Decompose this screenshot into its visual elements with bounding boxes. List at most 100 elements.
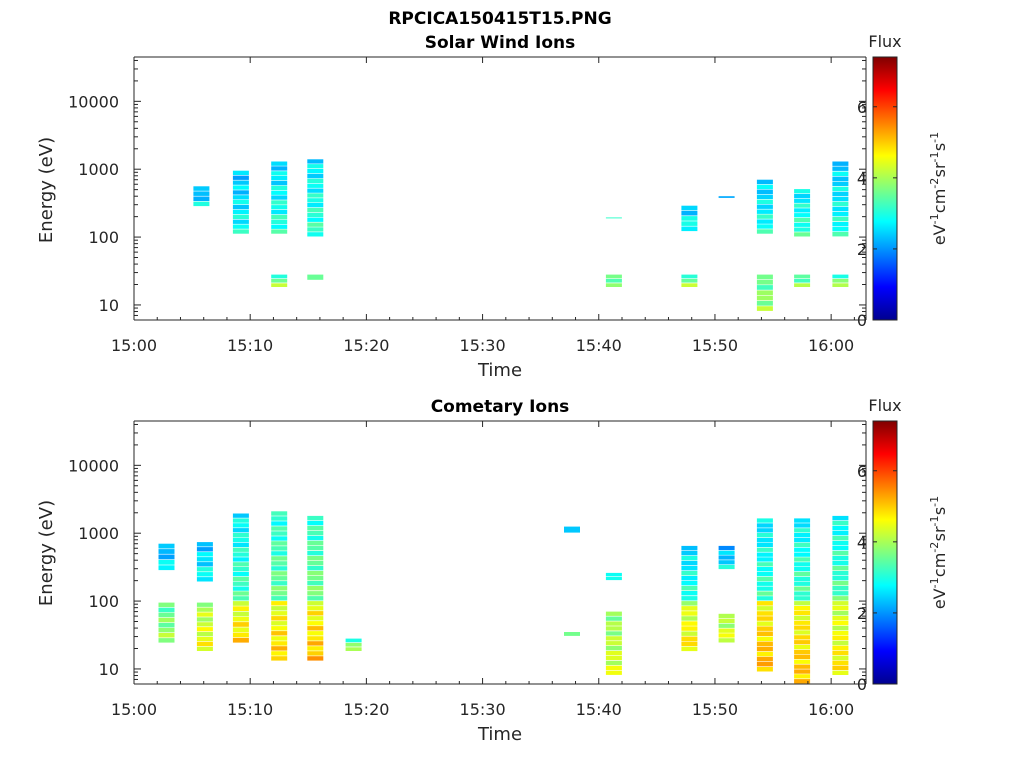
- data-cell-bin: [196, 646, 213, 651]
- x-tick-label: 15:10: [227, 700, 273, 719]
- data-cell-bin: [756, 528, 773, 533]
- colorbar-label: eV-1 cm-2 sr-1 s-1: [928, 496, 949, 609]
- data-cell-bin: [794, 533, 811, 538]
- data-cell-bin: [307, 631, 324, 636]
- data-cell-bin: [307, 222, 324, 227]
- data-cell-bin: [794, 274, 811, 279]
- data-cell-bin: [232, 523, 249, 528]
- data-cell-bin: [271, 651, 288, 656]
- data-cell-bin: [196, 567, 213, 572]
- data-cell-bin: [307, 641, 324, 646]
- data-cell-bin: [158, 602, 175, 608]
- data-cell-bin: [756, 306, 773, 311]
- data-cell: [271, 511, 288, 601]
- data-cell-bin: [271, 180, 288, 186]
- data-cell-bin: [681, 274, 698, 279]
- data-cell-bin: [196, 627, 213, 632]
- data-cell: [271, 161, 288, 234]
- data-cell-bin: [307, 169, 324, 174]
- data-cell-bin: [756, 285, 773, 290]
- data-cell-bin: [271, 581, 288, 586]
- data-cell-bin: [794, 222, 811, 227]
- data-cell-bin: [271, 596, 288, 601]
- data-cell-bin: [232, 219, 249, 224]
- data-cell-bin: [271, 656, 288, 661]
- y-tick-label: 10: [99, 296, 119, 315]
- data-cell-bin: [158, 554, 175, 560]
- data-cell-bin: [794, 278, 811, 283]
- data-cell-bin: [232, 586, 249, 591]
- data-cell: [158, 543, 175, 571]
- data-cell-bin: [756, 214, 773, 219]
- solar-wind-ylabel: Energy (eV): [36, 137, 57, 243]
- data-cell-bin: [756, 626, 773, 631]
- data-cell-bin: [307, 571, 324, 576]
- data-cell-bin: [756, 542, 773, 547]
- data-cell-bin: [307, 203, 324, 208]
- data-cell-bin: [271, 631, 288, 636]
- data-cell: [196, 602, 213, 651]
- data-cell-bin: [832, 181, 849, 186]
- data-cell-bin: [794, 635, 811, 640]
- data-cell-bin: [832, 227, 849, 232]
- data-cell-bin: [832, 161, 849, 166]
- data-cell-bin: [832, 201, 849, 207]
- data-cell-bin: [307, 212, 324, 218]
- data-cell-bin: [832, 630, 849, 636]
- data-cell-bin: [794, 283, 811, 287]
- data-cell-bin: [832, 525, 849, 531]
- data-cell-bin: [605, 217, 622, 219]
- data-cell-bin: [307, 535, 324, 541]
- data-cell-bin: [832, 551, 849, 556]
- data-cell-bin: [307, 601, 324, 606]
- data-cell-bin: [832, 606, 849, 611]
- data-cell-bin: [307, 581, 324, 586]
- data-cell-bin: [681, 611, 698, 616]
- data-cell-bin: [271, 224, 288, 229]
- x-tick-label: 15:20: [343, 336, 389, 355]
- data-cell-bin: [158, 627, 175, 633]
- data-cell-bin: [196, 557, 213, 562]
- data-cell-bin: [681, 221, 698, 226]
- data-cell-bin: [232, 637, 249, 643]
- data-cell-bin: [271, 566, 288, 571]
- data-cell: [756, 601, 773, 672]
- data-cell-bin: [232, 214, 249, 219]
- data-cell-bin: [756, 661, 773, 667]
- data-cell-bin: [756, 636, 773, 642]
- data-cell-bin: [756, 204, 773, 209]
- data-cell-bin: [832, 232, 849, 237]
- data-cell-bin: [756, 301, 773, 306]
- data-cell-bin: [193, 191, 210, 196]
- data-cell-bin: [158, 612, 175, 618]
- data-cell-bin: [832, 211, 849, 217]
- data-cell-bin: [271, 536, 288, 541]
- data-cell-bin: [681, 616, 698, 621]
- data-cell-bin: [681, 576, 698, 581]
- data-cell-bin: [794, 189, 811, 194]
- data-cell-bin: [196, 562, 213, 567]
- cometary-xlabel: Time: [477, 724, 522, 745]
- data-cell-bin: [718, 628, 735, 633]
- colorbar-tick-label: 2: [857, 240, 867, 259]
- colorbar-label-unit: s: [930, 507, 949, 515]
- data-cell-bin: [832, 645, 849, 651]
- data-cell-bin: [232, 611, 249, 617]
- data-cell-bin: [756, 295, 773, 301]
- solar-wind-panel: Solar Wind Ions 15:00 15:10 15:20 15:30 15:4…: [36, 33, 867, 381]
- data-cell-bin: [271, 195, 288, 200]
- data-cell-bin: [794, 591, 811, 596]
- data-cell-bin: [756, 651, 773, 657]
- y-tick-label: 10000: [68, 456, 119, 475]
- data-cell-bin: [307, 545, 324, 551]
- data-cell-bin: [193, 201, 210, 207]
- data-cell-bin: [605, 572, 622, 577]
- data-cell-bin: [605, 626, 622, 631]
- data-cell-bin: [681, 636, 698, 641]
- data-cell-bin: [232, 627, 249, 633]
- x-tick-label: 16:00: [808, 336, 854, 355]
- data-cell-bin: [271, 171, 288, 176]
- data-cell-bin: [605, 611, 622, 616]
- data-cell-bin: [307, 173, 324, 179]
